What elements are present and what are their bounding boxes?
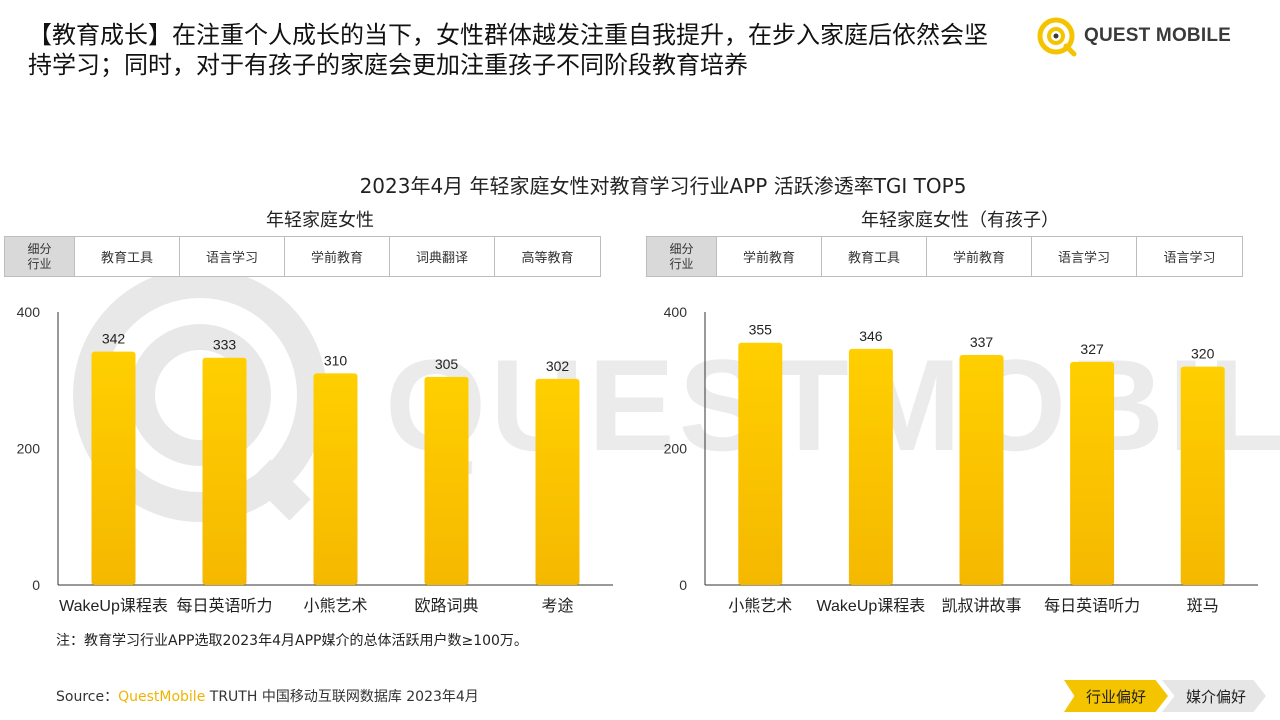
industry-cell: 教育工具 (75, 237, 180, 276)
bar-data-label: 346 (859, 328, 883, 344)
y-tick-label: 200 (664, 441, 688, 457)
tag-media-preference[interactable]: 媒介偏好 (1162, 680, 1266, 712)
bar-data-label: 302 (546, 358, 570, 374)
x-tick-label: WakeUp课程表 (59, 597, 168, 615)
industry-cell: 教育工具 (822, 237, 927, 276)
industry-cell: 词典翻译 (390, 237, 495, 276)
bar-data-label: 305 (435, 356, 459, 372)
source-brand: QuestMobile (118, 689, 206, 705)
bar (1070, 361, 1115, 585)
industry-header: 细分 行业 (5, 237, 75, 276)
questmobile-logo-icon (1037, 17, 1077, 57)
x-tick-label: 小熊艺术 (728, 597, 792, 615)
x-tick-label: 斑马 (1187, 597, 1219, 615)
bar-data-label: 333 (213, 337, 237, 353)
industry-cell: 语言学习 (180, 237, 285, 276)
tag-industry-preference[interactable]: 行业偏好 (1064, 680, 1168, 712)
y-tick-label: 200 (17, 441, 41, 457)
industry-cell: 高等教育 (521, 251, 574, 266)
y-tick-label: 400 (17, 304, 41, 320)
bar-data-label: 337 (970, 334, 994, 350)
page-headline: 【教育成长】在注重个人成长的当下，女性群体越发注重自我提升，在步入家庭后依然会坚… (28, 21, 988, 79)
left-bar-chart: 0 200 400 342 WakeUp课程表 333 每日英语听力 310 小熊艺术 305 欧路… (17, 304, 613, 615)
x-tick-label: WakeUp课程表 (817, 597, 926, 615)
right-panel-title: 年轻家庭女性（有孩子） (861, 210, 1059, 231)
bar-data-label: 310 (324, 352, 348, 368)
bar (959, 354, 1004, 585)
bar (535, 378, 580, 585)
bar (424, 376, 469, 585)
industry-cell: 学前教育 (717, 237, 822, 276)
right-bar-chart: 0 200 400 355 小熊艺术 346 WakeUp课程表 337 凯叔讲故事 327 每日英… (664, 304, 1258, 615)
bar (313, 373, 358, 585)
bar-data-label: 355 (749, 322, 773, 338)
x-tick-label: 每日英语听力 (1044, 597, 1140, 615)
right-industry-table: 细分 行业 学前教育 教育工具 学前教育 语言学习 语言学习 (646, 236, 1243, 277)
industry-header: 细分 行业 (647, 237, 717, 276)
x-tick-label: 小熊艺术 (303, 597, 367, 615)
left-industry-table: 细分 行业 教育工具 语言学习 学前教育 词典翻译 高等教育 (4, 236, 601, 277)
y-tick-label: 400 (664, 304, 688, 320)
chart-main-title: 2023年4月 年轻家庭女性对教育学习行业APP 活跃渗透率TGI TOP5 (359, 174, 967, 198)
bar-data-label: 327 (1080, 341, 1104, 357)
x-tick-label: 凯叔讲故事 (941, 597, 1021, 615)
bar (202, 357, 247, 585)
bar-data-label: 320 (1191, 346, 1215, 362)
bar (1180, 366, 1225, 585)
x-tick-label: 欧路词典 (414, 597, 478, 615)
y-tick-label: 0 (32, 577, 40, 593)
source-line: Source：QuestMobile TRUTH 中国移动互联网数据库 2023… (56, 689, 479, 705)
industry-cell: 语言学习 (1032, 237, 1137, 276)
left-panel-title: 年轻家庭女性 (266, 210, 374, 231)
industry-cell: 学前教育 (927, 237, 1032, 276)
bar-data-label: 342 (102, 331, 126, 347)
industry-cell: 学前教育 (285, 237, 390, 276)
footnote: 注：教育学习行业APP选取2023年4月APP媒介的总体活跃用户数≥100万。 (56, 633, 528, 649)
industry-cell: 语言学习 (1163, 251, 1216, 266)
x-tick-label: 考途 (541, 597, 573, 615)
x-tick-label: 每日英语听力 (176, 597, 272, 615)
bar (848, 348, 893, 585)
logo-text: QUEST MOBILE (1084, 25, 1232, 46)
questmobile-logo: QUEST MOBILE (1034, 14, 1231, 58)
bar (91, 351, 136, 585)
bar (738, 342, 783, 585)
y-tick-label: 0 (679, 577, 687, 593)
